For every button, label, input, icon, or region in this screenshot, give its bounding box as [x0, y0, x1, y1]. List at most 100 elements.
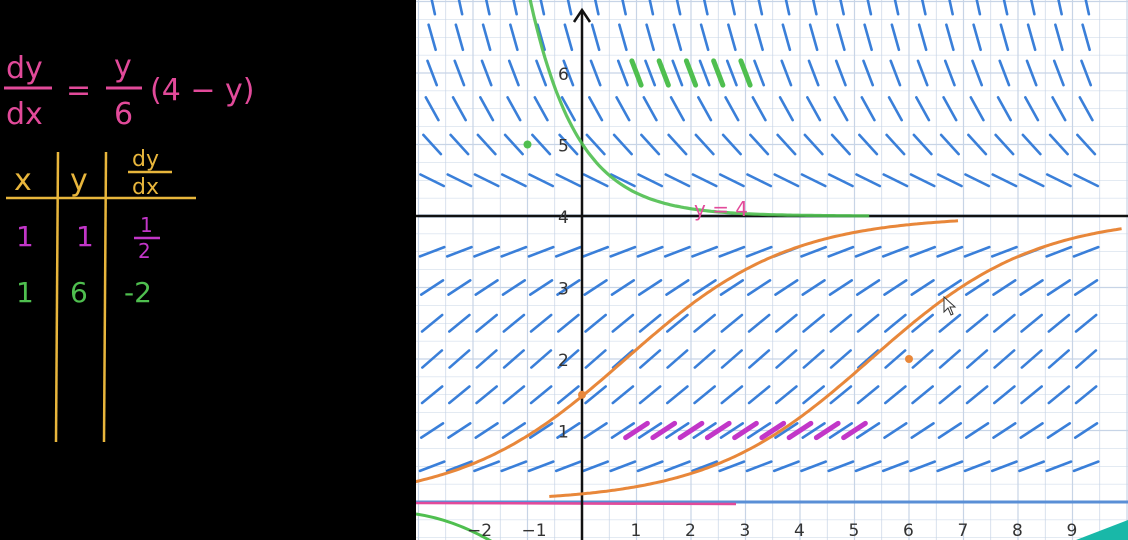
point-orange	[578, 390, 586, 399]
slope-segment	[474, 279, 499, 296]
slope-segment	[1045, 173, 1072, 188]
slope-segment	[693, 385, 716, 405]
slope-segment	[781, 23, 792, 52]
slope-segment	[1026, 23, 1037, 52]
slope-segment	[533, 96, 549, 122]
eq-lhs-numerator: dy	[6, 51, 43, 86]
x-tick-label: −1	[522, 521, 547, 540]
slope-segment	[780, 59, 793, 87]
slope-segment	[1045, 245, 1073, 258]
slope-segment	[1018, 460, 1046, 473]
equilibrium-label: y = 4	[694, 197, 748, 221]
slope-segment	[718, 245, 746, 258]
slope-segment	[589, 59, 602, 87]
slope-segment	[911, 313, 934, 333]
x-tick-label: 1	[631, 521, 642, 540]
slope-segment	[1021, 133, 1042, 156]
slope-segment	[836, 23, 846, 52]
slope-segment	[746, 422, 772, 439]
slope-segment	[481, 23, 492, 52]
slope-segment	[666, 385, 689, 405]
slope-segment	[748, 349, 771, 369]
slope-segment	[666, 349, 689, 369]
slope-segment	[911, 349, 934, 369]
slope-segment	[562, 59, 575, 87]
slope-segment	[693, 349, 716, 369]
slope-segment	[971, 59, 984, 87]
solution-curve-orange-2	[549, 227, 1122, 498]
slope-segment	[784, 0, 791, 16]
slope-segment	[916, 59, 929, 87]
slope-segment	[1046, 422, 1072, 439]
slope-segment	[475, 313, 498, 333]
slope-segment	[448, 313, 471, 333]
slope-segment	[1048, 133, 1069, 156]
slope-segment	[447, 422, 472, 439]
slope-segment	[725, 59, 738, 87]
slope-segment	[883, 279, 908, 296]
slope-segment	[800, 173, 827, 188]
slope-segment	[963, 460, 991, 473]
slope-segment	[583, 279, 608, 296]
y-tick-label: 2	[558, 351, 569, 371]
slope-segment	[856, 385, 880, 405]
slope-segment	[566, 0, 573, 16]
slope-segment	[936, 460, 964, 473]
slope-segment	[554, 460, 582, 473]
slope-segment	[473, 460, 501, 473]
slope-segment	[529, 385, 553, 405]
slope-segment	[554, 245, 582, 258]
slope-segment	[803, 133, 824, 156]
slope-segment	[1047, 313, 1071, 333]
slope-segment	[500, 173, 527, 188]
slope-segment	[828, 422, 854, 439]
slope-segment	[509, 23, 519, 52]
slope-segment	[506, 96, 522, 122]
table-column-divider-1	[54, 151, 60, 443]
slope-segment	[751, 96, 767, 122]
eq-rhs-factor: (4 − y)	[150, 73, 254, 108]
slope-segment	[418, 460, 446, 473]
slope-segment	[990, 245, 1018, 258]
slope-segment	[1019, 279, 1044, 296]
slope-segment	[457, 0, 464, 16]
y-tick-label: 6	[558, 65, 569, 85]
highlight-segment	[677, 420, 705, 441]
slope-segment	[638, 313, 662, 333]
slope-segment	[890, 23, 901, 52]
slope-segment	[747, 385, 771, 405]
slope-segment	[609, 173, 636, 188]
slope-segment	[474, 422, 499, 439]
x-tick-label: 7	[958, 521, 969, 540]
slope-segment	[501, 422, 527, 439]
slope-segment	[833, 96, 849, 122]
y-tick-label: 5	[558, 137, 569, 157]
slope-segment	[969, 96, 985, 122]
y-tick-label: 1	[558, 423, 569, 443]
slope-segment	[775, 313, 798, 333]
slope-segment	[857, 349, 880, 369]
slope-segment	[479, 96, 495, 122]
slope-segment	[910, 422, 935, 439]
slope-segment	[1019, 422, 1044, 439]
highlight-segment	[738, 58, 753, 88]
mouse-cursor-icon	[943, 295, 957, 316]
slope-segment	[500, 245, 528, 258]
slope-segment	[529, 313, 553, 333]
slope-segment	[730, 0, 736, 16]
slope-segment	[527, 245, 555, 258]
slope-segment	[664, 173, 691, 188]
slope-segment	[618, 23, 628, 52]
slope-segment	[1057, 0, 1063, 16]
slope-segment	[621, 0, 627, 16]
slope-segment	[808, 23, 819, 52]
slope-segment	[665, 422, 690, 439]
slope-segment	[528, 422, 554, 439]
slope-segment	[418, 245, 446, 258]
slope-segment	[827, 460, 855, 473]
table-header-dx: dx	[132, 175, 159, 200]
slope-segment	[636, 460, 664, 473]
slope-segment	[802, 385, 825, 405]
slope-segment	[775, 349, 798, 369]
slope-segment	[663, 460, 691, 473]
